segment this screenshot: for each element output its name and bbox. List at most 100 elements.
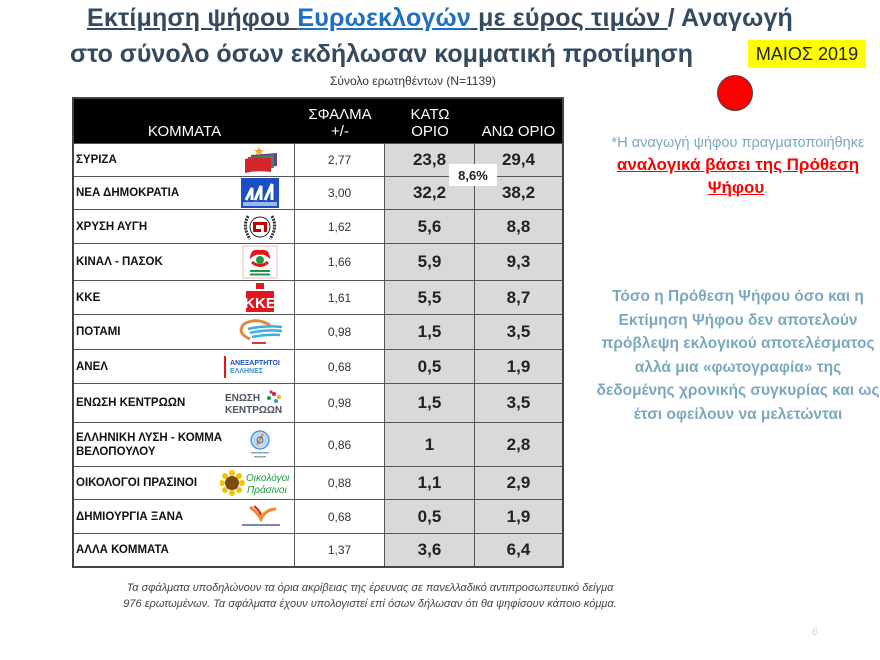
low-value: 5,9 (385, 244, 475, 280)
low-value: 1 (385, 423, 475, 466)
party-name: ΔΗΜΙΟΥΡΓΙΑ ΞΑΝΑ (76, 510, 184, 523)
page-title-line2: στο σύνολο όσων εκδήλωσαν κομματική προτ… (70, 40, 694, 68)
sample-size-subtitle: Σύνολο ερωτηθέντων (N=1139) (330, 74, 496, 88)
party-name: ΟΙΚΟΛΟΓΟΙ ΠΡΑΣΙΝΟΙ (76, 477, 198, 489)
svg-text:ΚΕΝΤΡΩΩΝ: ΚΕΝΤΡΩΩΝ (225, 405, 282, 416)
kke-logo-icon: KKE (234, 282, 286, 312)
title-part1: Εκτίμηση ψήφου (86, 4, 298, 32)
reduction-note-text: *Η αναγωγή ψήφου πραγματοποιήθηκε (611, 135, 865, 151)
error-value: 2,77 (295, 144, 385, 176)
high-value: 1,9 (475, 500, 562, 533)
svg-text:ΕΛΛΗΝΕΣ: ΕΛΛΗΝΕΣ (230, 368, 263, 375)
low-value: 3,6 (385, 534, 475, 566)
golden-dawn-logo-icon (234, 213, 286, 241)
low-value: 0,5 (385, 350, 475, 383)
gap-badge: 8,6% (449, 164, 497, 186)
low-value: 32,2 (385, 177, 475, 209)
dimiourgia-xana-logo-icon (236, 503, 286, 531)
red-dot-icon (717, 75, 753, 111)
high-value: 3,5 (475, 384, 562, 422)
nd-logo-icon (234, 178, 286, 208)
party-name: ΚΙΝΑΛ - ΠΑΣΟΚ (76, 256, 163, 268)
footnote-line1: Τα σφάλματα υποδηλώνουν τα όρια ακρίβεια… (126, 582, 614, 594)
high-value: 1,9 (475, 350, 562, 383)
error-value: 1,37 (295, 534, 385, 566)
syriza-logo-icon (234, 146, 286, 174)
disclaimer-note: Τόσο η Πρόθεση Ψήφου όσο και η Εκτίμηση … (596, 288, 880, 423)
header-party: ΚΟΜΜΑΤΑ (147, 123, 222, 140)
party-name: ΚΚΕ (76, 291, 101, 304)
table-row: ΣΥΡΙΖΑ 2,77 23,8 29,4 (74, 143, 562, 176)
party-name: ΣΥΡΙΖΑ (76, 154, 117, 166)
high-value: 3,5 (475, 315, 562, 349)
error-value: 1,66 (295, 244, 385, 280)
table-row: ΚΚΕ KKE 1,61 5,5 8,7 (74, 280, 562, 314)
error-value: 0,98 (295, 315, 385, 349)
svg-text:Οικολόγοι: Οικολόγοι (246, 472, 290, 484)
potami-logo-icon (234, 318, 286, 346)
svg-text:KKE: KKE (244, 295, 276, 312)
party-name: ΠΟΤΑΜΙ (76, 326, 121, 338)
estimate-table: ΚΟΜΜΑΤΑ ΣΦΑΛΜΑ +/- ΚΑΤΩ ΟΡΙΟ ΑΝΩ ΟΡΙΟ ΣΥΡΙ… (72, 97, 564, 568)
table-row: ΑΛΛΑ ΚΟΜΜΑΤΑ 1,37 3,6 6,4 (74, 533, 562, 566)
title-euro-elections: Ευρωεκλογών (297, 4, 471, 32)
low-value: 1,5 (385, 384, 475, 422)
reduction-note-end: . (764, 181, 769, 197)
low-value: 0,5 (385, 500, 475, 533)
title-part4: / Αναγωγή (667, 4, 794, 32)
error-value: 0,98 (295, 384, 385, 422)
party-name: ΕΝΩΣΗ ΚΕΝΤΡΩΩΝ (76, 397, 186, 409)
header-error: ΣΦΑΛΜΑ +/- (308, 106, 372, 140)
error-value: 0,68 (295, 500, 385, 533)
party-name: ΑΛΛΑ ΚΟΜΜΑΤΑ (76, 544, 169, 556)
table-row: ΠΟΤΑΜΙ 0,98 1,5 3,5 (74, 314, 562, 349)
error-value: 1,61 (295, 281, 385, 314)
low-value: 5,5 (385, 281, 475, 314)
page-number: 6 (812, 626, 819, 638)
date-badge: ΜΑΙΟΣ 2019 (748, 40, 866, 68)
table-row: ΕΝΩΣΗ ΚΕΝΤΡΩΩΝ ΕΝΩΣΗ ΚΕΝΤΡΩΩΝ 0,98 1,5 3,… (74, 383, 562, 422)
party-name: ΕΛΛΗΝΙΚΗ ΛΥΣΗ - ΚΟΜΜΑ ΒΕΛΟΠΟΥΛΟΥ (76, 431, 223, 458)
anel-logo-icon: ΑΝΕΞΑΡΤΗΤΟΙ ΕΛΛΗΝΕΣ (224, 353, 286, 381)
footnote-line2: 976 ερωτωμένων. Τα σφάλματα έχουν υπολογ… (123, 598, 617, 610)
party-name: ΧΡΥΣΗ ΑΥΓΗ (76, 220, 148, 233)
low-value: 1,1 (385, 467, 475, 499)
elliniki-lysi-logo-icon (234, 429, 286, 459)
table-row: ΕΛΛΗΝΙΚΗ ΛΥΣΗ - ΚΟΜΜΑ ΒΕΛΟΠΟΥΛΟΥ 0,86 1 … (74, 422, 562, 466)
error-value: 0,86 (295, 423, 385, 466)
footnote: Τα σφάλματα υποδηλώνουν τα όρια ακρίβεια… (60, 580, 680, 612)
error-value: 0,88 (295, 467, 385, 499)
table-row: ΑΝΕΛ ΑΝΕΞΑΡΤΗΤΟΙ ΕΛΛΗΝΕΣ 0,68 0,5 1,9 (74, 349, 562, 383)
header-high: ΑΝΩ ΟΡΙΟ (481, 123, 556, 140)
high-value: 2,8 (475, 423, 562, 466)
table-row: ΧΡΥΣΗ ΑΥΓΗ 1,62 5,6 8,8 (74, 209, 562, 243)
high-value: 2,9 (475, 467, 562, 499)
party-name: ΑΝΕΛ (76, 360, 108, 373)
ecologists-greens-logo-icon: Οικολόγοι Πράσινοι (220, 469, 290, 497)
svg-text:Πράσινοι: Πράσινοι (247, 484, 287, 496)
table-row: ΔΗΜΙΟΥΡΓΙΑ ΞΑΝΑ 0,68 0,5 1,9 (74, 499, 562, 533)
high-value: 9,3 (475, 244, 562, 280)
page-title: Εκτίμηση ψήφου Ευρωεκλογών με εύρος τιμώ… (0, 4, 880, 33)
reduction-note: *Η αναγωγή ψήφου πραγματοποιήθηκε αναλογ… (596, 132, 880, 200)
title-part3: με εύρος τιμών (470, 4, 668, 32)
header-low: ΚΑΤΩ ΟΡΙΟ (410, 106, 450, 140)
error-value: 0,68 (295, 350, 385, 383)
high-value: 6,4 (475, 534, 562, 566)
high-value: 8,8 (475, 210, 562, 243)
svg-text:ΑΝΕΞΑΡΤΗΤΟΙ: ΑΝΕΞΑΡΤΗΤΟΙ (230, 360, 280, 367)
error-value: 1,62 (295, 210, 385, 243)
table-row: ΚΙΝΑΛ - ΠΑΣΟΚ 1,66 5,9 9,3 (74, 243, 562, 280)
reduction-note-emphasis: αναλογικά βάσει της Πρόθεση Ψήφου (616, 155, 860, 197)
table-row: ΝΕΑ ΔΗΜΟΚΡΑΤΙΑ 3,00 32,2 38,2 (74, 176, 562, 209)
table-header: ΚΟΜΜΑΤΑ ΣΦΑΛΜΑ +/- ΚΑΤΩ ΟΡΙΟ ΑΝΩ ΟΡΙΟ (74, 99, 562, 143)
error-value: 3,00 (295, 177, 385, 209)
enosi-kentroon-logo-icon: ΕΝΩΣΗ ΚΕΝΤΡΩΩΝ (224, 389, 286, 417)
kinal-logo-icon (234, 245, 286, 279)
low-value: 1,5 (385, 315, 475, 349)
svg-text:ΕΝΩΣΗ: ΕΝΩΣΗ (225, 393, 260, 404)
high-value: 8,7 (475, 281, 562, 314)
table-row: ΟΙΚΟΛΟΓΟΙ ΠΡΑΣΙΝΟΙ Οικολόγοι Πράσινοι 0,8… (74, 466, 562, 499)
low-value: 5,6 (385, 210, 475, 243)
party-name: ΝΕΑ ΔΗΜΟΚΡΑΤΙΑ (76, 187, 180, 199)
